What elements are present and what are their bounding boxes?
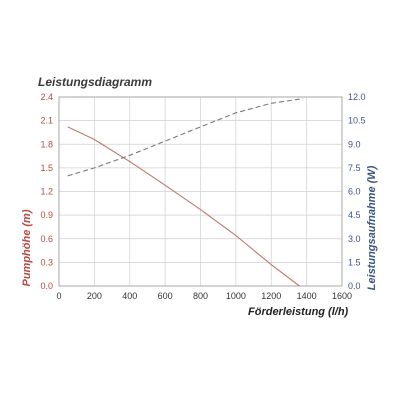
pump-head-line bbox=[67, 126, 300, 287]
x-axis-label: Förderleistung (l/h) bbox=[248, 306, 349, 318]
power-consumption-line bbox=[67, 98, 304, 177]
x-tick-label: 600 bbox=[158, 291, 173, 301]
left-tick-label: 1.8 bbox=[40, 139, 53, 149]
right-tick-label: 9.0 bbox=[348, 139, 361, 149]
right-tick-label: 4.5 bbox=[348, 210, 361, 220]
left-tick-label: 0.0 bbox=[40, 281, 53, 291]
x-tick-label: 1200 bbox=[261, 291, 281, 301]
right-tick-label: 6.0 bbox=[348, 187, 361, 197]
right-axis-ticks: 0.0 1.5 3.0 4.5 6.0 7.5 9.0 10.5 12.0 bbox=[348, 92, 366, 291]
x-tick-label: 1400 bbox=[297, 291, 317, 301]
left-tick-label: 1.2 bbox=[40, 187, 53, 197]
series-group bbox=[67, 98, 304, 287]
right-axis-label: Leistungsaufnahme (W) bbox=[366, 165, 378, 290]
right-tick-label: 0.0 bbox=[348, 281, 361, 291]
right-tick-label: 12.0 bbox=[348, 92, 366, 102]
x-tick-label: 800 bbox=[193, 291, 208, 301]
grid bbox=[58, 96, 343, 287]
plot-frame bbox=[58, 96, 343, 287]
x-tick-label: 1000 bbox=[226, 291, 246, 301]
right-tick-label: 10.5 bbox=[348, 116, 366, 126]
left-axis-ticks: 0.0 0.3 0.6 0.9 1.2 1.5 1.8 2.1 2.4 bbox=[40, 92, 53, 291]
right-tick-label: 3.0 bbox=[348, 234, 361, 244]
left-tick-label: 1.5 bbox=[40, 163, 53, 173]
x-tick-label: 1600 bbox=[332, 291, 352, 301]
right-tick-label: 1.5 bbox=[348, 257, 361, 267]
right-tick-label: 7.5 bbox=[348, 163, 361, 173]
left-tick-label: 2.4 bbox=[40, 92, 53, 102]
chart-title: Leistungsdiagramm bbox=[38, 75, 152, 89]
left-tick-label: 0.6 bbox=[40, 234, 53, 244]
left-tick-label: 0.9 bbox=[40, 210, 53, 220]
x-tick-label: 400 bbox=[122, 291, 137, 301]
left-tick-label: 0.3 bbox=[40, 257, 53, 267]
left-tick-label: 2.1 bbox=[40, 116, 53, 126]
x-axis-ticks: 0 200 400 600 800 1000 1200 1400 1600 bbox=[56, 291, 352, 301]
x-tick-label: 200 bbox=[87, 291, 102, 301]
left-axis-label: Pumphöhe (m) bbox=[21, 209, 33, 286]
x-tick-label: 0 bbox=[56, 291, 61, 301]
